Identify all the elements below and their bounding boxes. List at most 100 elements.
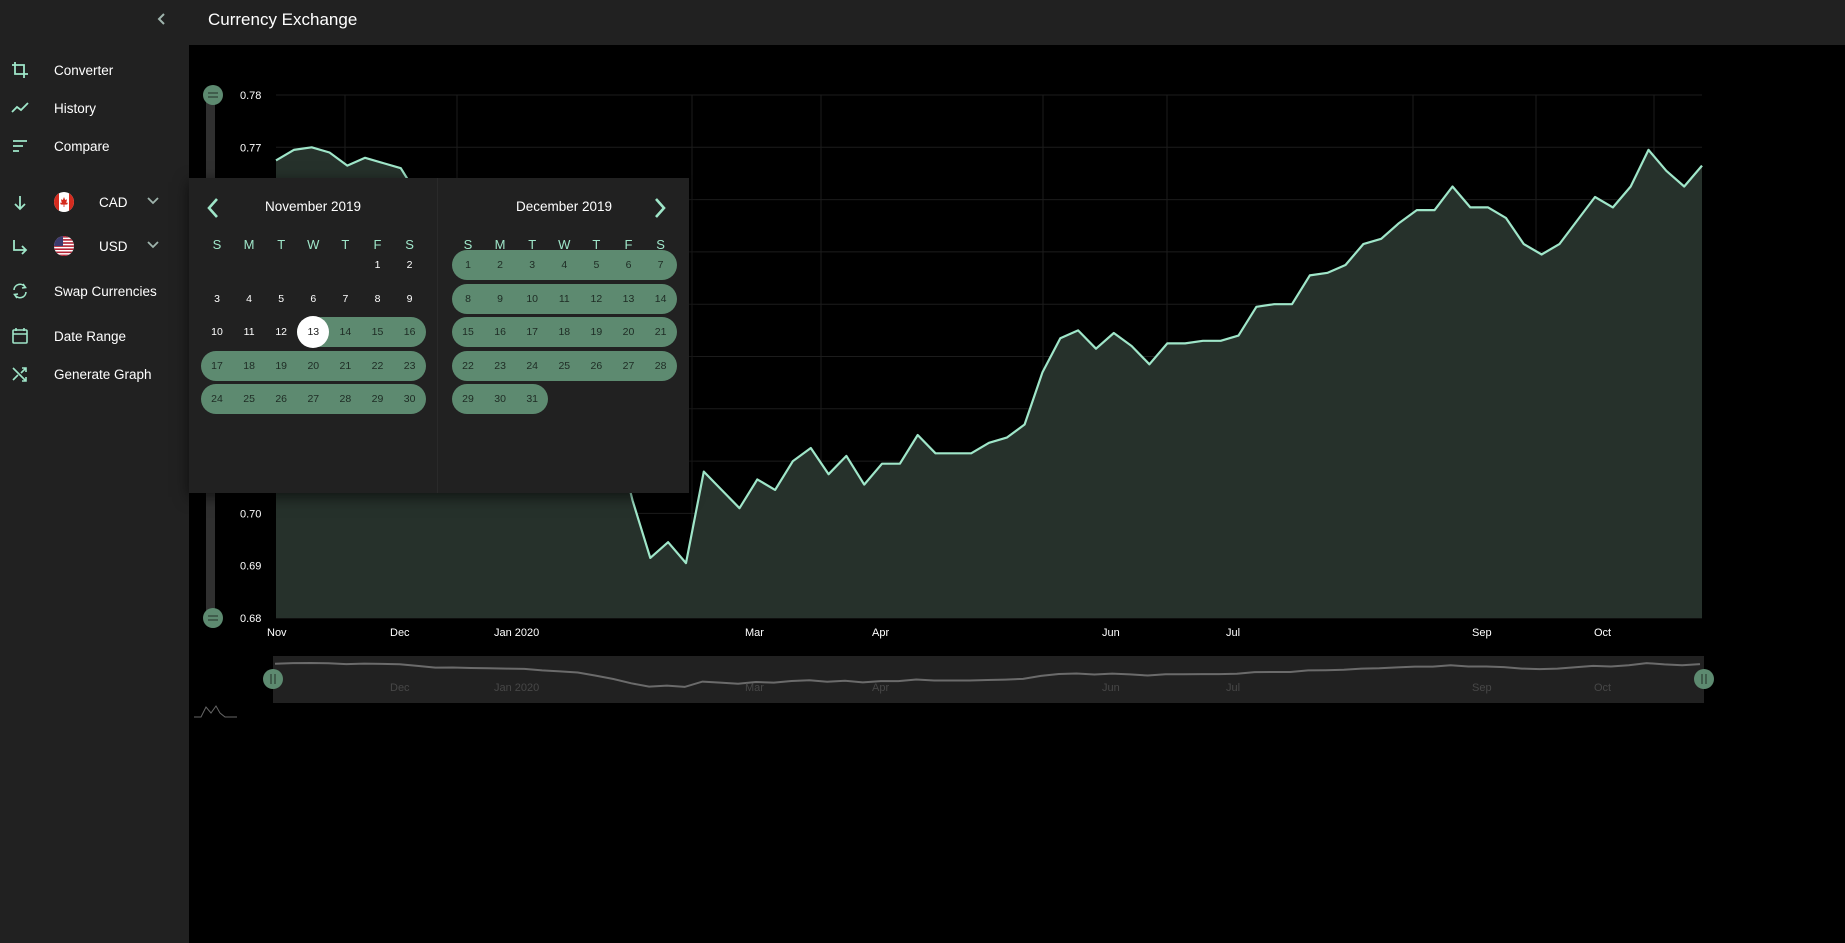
sidebar: Converter History Compare CAD (0, 0, 189, 943)
calendar-day[interactable]: 7 (329, 284, 361, 314)
calendar-day[interactable]: 8 (362, 284, 394, 314)
weekday-label: T (592, 237, 601, 252)
calendar-day[interactable]: 8 (452, 284, 484, 314)
calendar-day[interactable]: 22 (362, 351, 394, 381)
day-number: 24 (211, 393, 223, 405)
calendar-day[interactable]: 6 (297, 284, 329, 314)
calendar-day[interactable]: 20 (297, 351, 329, 381)
calendar-day[interactable]: 14 (645, 284, 677, 314)
calendar-day[interactable]: 12 (580, 284, 612, 314)
calendar-day[interactable]: 5 (265, 284, 297, 314)
weekday-label: T (528, 237, 537, 252)
chevron-right-icon (655, 198, 666, 218)
calendar-day[interactable]: 9 (394, 284, 426, 314)
calendar-day[interactable]: 26 (265, 384, 297, 414)
calendar-day[interactable]: 18 (233, 351, 265, 381)
calendar-day[interactable]: 3 (516, 250, 548, 280)
canada-flag-icon (54, 192, 74, 212)
sidebar-item-compare[interactable]: Compare (0, 127, 189, 165)
calendar-day[interactable]: 31 (516, 384, 548, 414)
calendar-day[interactable]: 6 (613, 250, 645, 280)
sidebar-item-history[interactable]: History (0, 89, 189, 127)
calendar-day[interactable]: 11 (548, 284, 580, 314)
calendar-day[interactable]: 7 (645, 250, 677, 280)
calendar-day[interactable]: 24 (516, 351, 548, 381)
calendar-day[interactable]: 19 (265, 351, 297, 381)
calendar-day[interactable]: 23 (484, 351, 516, 381)
calendar-day[interactable]: 9 (484, 284, 516, 314)
calendar-day[interactable]: 15 (362, 317, 394, 347)
calendar-day[interactable]: 17 (201, 351, 233, 381)
calendar-day[interactable]: 14 (329, 317, 361, 347)
calendar-day[interactable]: 1 (452, 250, 484, 280)
calendar-day[interactable]: 17 (516, 317, 548, 347)
calendar-day[interactable]: 1 (362, 250, 394, 280)
sidebar-item-converter[interactable]: Converter (0, 51, 189, 89)
calendar-day[interactable]: 30 (484, 384, 516, 414)
day-number: 22 (462, 360, 474, 372)
day-number: 17 (526, 326, 539, 338)
calendar-day[interactable]: 29 (362, 384, 394, 414)
from-currency-select[interactable]: CAD (0, 183, 189, 223)
navigator-handle[interactable] (1694, 669, 1714, 689)
reset-zoom-icon[interactable] (194, 705, 237, 718)
calendar-day[interactable]: 30 (394, 384, 426, 414)
day-number: 28 (654, 360, 667, 372)
day-number: 27 (307, 393, 320, 405)
to-currency-select[interactable]: USD (0, 227, 189, 267)
calendar-day[interactable]: 5 (580, 250, 612, 280)
swap-currencies-button[interactable]: Swap Currencies (0, 272, 189, 310)
day-number: 21 (339, 360, 352, 372)
navigator-label: Dec (390, 682, 410, 694)
sidebar-item-label: Date Range (54, 328, 127, 344)
day-number: 1 (374, 259, 381, 271)
day-number: 4 (561, 259, 568, 271)
sidebar-item-label: History (54, 100, 97, 116)
weekday-label: S (405, 237, 414, 252)
date-range-button[interactable]: Date Range (0, 317, 189, 355)
arrow-down-icon (11, 194, 29, 212)
calendar-day[interactable]: 25 (233, 384, 265, 414)
calendar-day[interactable]: 25 (548, 351, 580, 381)
calendar-day[interactable]: 19 (580, 317, 612, 347)
calendar-day[interactable]: 21 (329, 351, 361, 381)
calendar-day[interactable]: 13 (613, 284, 645, 314)
x-tick-label: Dec (390, 627, 410, 639)
calendar-day[interactable]: 22 (452, 351, 484, 381)
calendar-day[interactable]: 16 (394, 317, 426, 347)
day-number: 28 (339, 393, 352, 405)
calendar-day[interactable]: 29 (452, 384, 484, 414)
calendar-day[interactable]: 10 (201, 317, 233, 347)
collapse-sidebar-button[interactable] (154, 10, 170, 28)
next-month-button[interactable] (648, 193, 672, 223)
calendar-day[interactable]: 27 (297, 384, 329, 414)
previous-month-button[interactable] (201, 193, 225, 223)
calendar-day[interactable]: 18 (548, 317, 580, 347)
calendar-day[interactable]: 12 (265, 317, 297, 347)
calendar-day[interactable]: 28 (645, 351, 677, 381)
calendar-day[interactable]: 27 (613, 351, 645, 381)
navigator-handle[interactable] (263, 669, 283, 689)
calendar-day[interactable]: 2 (484, 250, 516, 280)
calendar-day[interactable]: 28 (329, 384, 361, 414)
vertical-zoom-handle[interactable] (203, 85, 223, 105)
calendar-day[interactable]: 16 (484, 317, 516, 347)
generate-graph-button[interactable]: Generate Graph (0, 355, 189, 393)
sidebar-item-label: Generate Graph (54, 366, 152, 382)
calendar-day[interactable]: 24 (201, 384, 233, 414)
calendar-day[interactable]: 2 (394, 250, 426, 280)
calendar-day[interactable]: 4 (548, 250, 580, 280)
day-number: 14 (339, 326, 352, 338)
calendar-day[interactable]: 11 (233, 317, 265, 347)
weekday-label: M (243, 237, 255, 252)
vertical-zoom-handle[interactable] (203, 608, 223, 628)
calendar-day[interactable]: 3 (201, 284, 233, 314)
calendar-day[interactable]: 26 (580, 351, 612, 381)
calendar-day[interactable]: 23 (394, 351, 426, 381)
calendar-day[interactable]: 20 (613, 317, 645, 347)
calendar-day[interactable]: 21 (645, 317, 677, 347)
calendar-day[interactable]: 15 (452, 317, 484, 347)
calendar-day[interactable]: 10 (516, 284, 548, 314)
calendar-day[interactable]: 4 (233, 284, 265, 314)
calendar-day[interactable]: 13 (297, 316, 330, 348)
